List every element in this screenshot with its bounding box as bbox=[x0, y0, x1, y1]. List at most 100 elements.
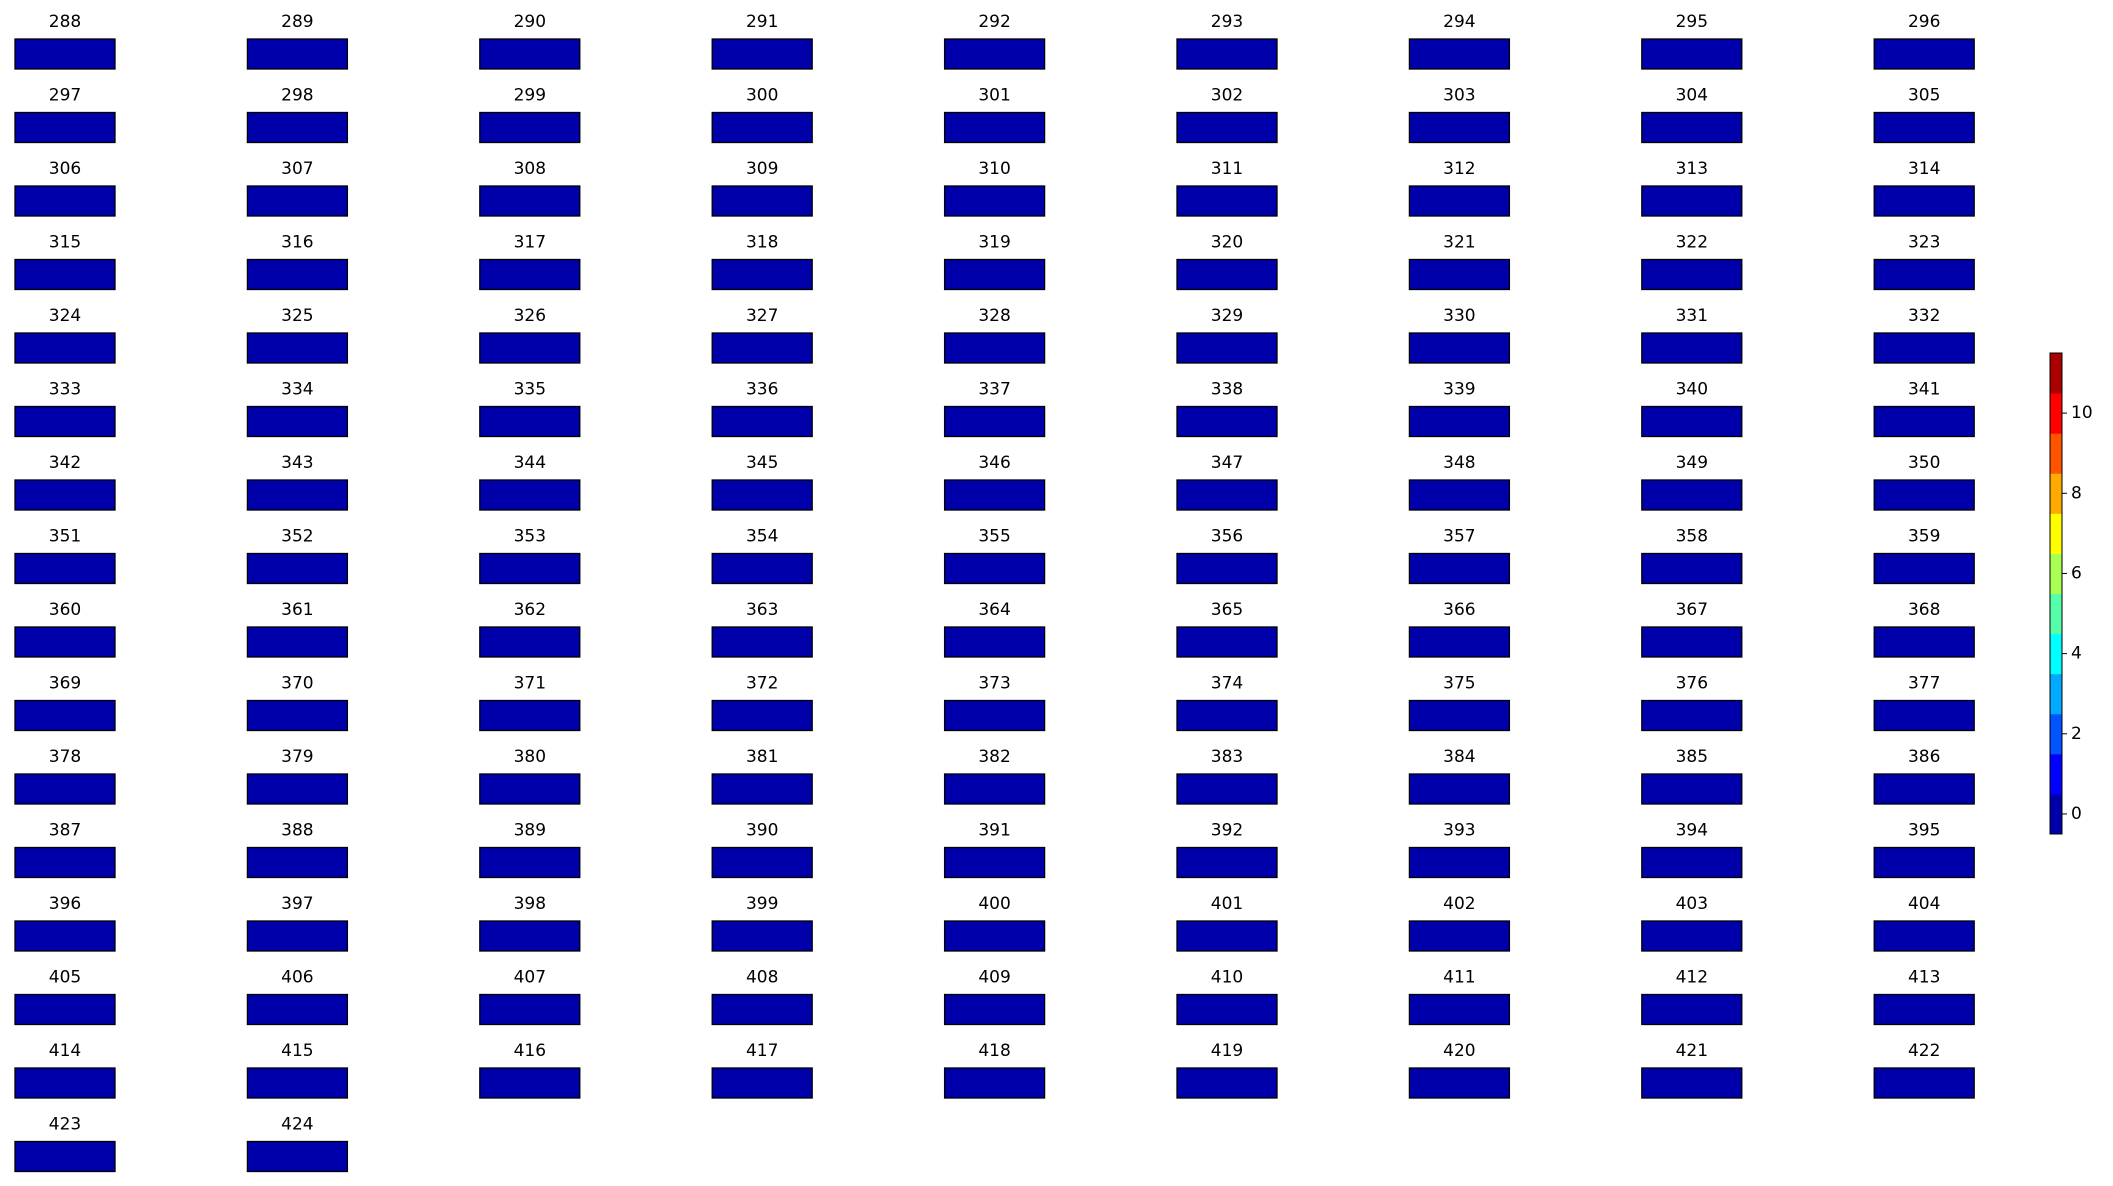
panel bbox=[1873, 626, 1975, 658]
panel-title: 357 bbox=[1443, 527, 1475, 547]
panel bbox=[479, 111, 581, 144]
panel-title: 391 bbox=[978, 821, 1010, 841]
panel bbox=[943, 479, 1046, 511]
panel bbox=[1641, 38, 1743, 70]
panel bbox=[943, 332, 1046, 364]
panel bbox=[1873, 552, 1975, 585]
panel-title: 314 bbox=[1908, 159, 1940, 179]
panel bbox=[479, 920, 581, 952]
panel-title: 297 bbox=[49, 86, 81, 106]
panel bbox=[1873, 38, 1975, 70]
colorbar-segment bbox=[2050, 433, 2062, 474]
panel bbox=[1176, 699, 1278, 732]
panel bbox=[1641, 773, 1743, 805]
panel bbox=[1873, 773, 1975, 805]
panel-title: 349 bbox=[1676, 453, 1708, 473]
panel bbox=[14, 332, 116, 364]
panel-title: 402 bbox=[1443, 894, 1475, 914]
panel-title: 348 bbox=[1443, 453, 1475, 473]
panel bbox=[14, 258, 116, 291]
panel bbox=[1176, 626, 1278, 658]
panel-title: 373 bbox=[978, 674, 1010, 694]
panel bbox=[711, 846, 813, 879]
panel bbox=[479, 332, 581, 364]
panel bbox=[479, 699, 581, 732]
panel bbox=[943, 993, 1046, 1026]
panel bbox=[1176, 479, 1278, 511]
panel-title: 345 bbox=[746, 453, 778, 473]
panel bbox=[1641, 332, 1743, 364]
panel bbox=[1641, 185, 1743, 217]
panel bbox=[1176, 846, 1278, 879]
panel-title: 288 bbox=[49, 12, 81, 32]
panel-title: 423 bbox=[49, 1115, 81, 1135]
panel-title: 387 bbox=[49, 821, 81, 841]
panel bbox=[943, 552, 1046, 585]
panel bbox=[14, 773, 116, 805]
panel bbox=[1408, 773, 1511, 805]
panel-title: 395 bbox=[1908, 821, 1940, 841]
panel bbox=[1873, 920, 1975, 952]
panel-title: 361 bbox=[281, 600, 313, 620]
panel-title: 360 bbox=[49, 600, 81, 620]
panel bbox=[1873, 111, 1975, 144]
panel-title: 372 bbox=[746, 674, 778, 694]
panel bbox=[1408, 332, 1511, 364]
panel-title: 338 bbox=[1211, 380, 1243, 400]
panel bbox=[1641, 111, 1743, 144]
panel-title: 389 bbox=[514, 821, 546, 841]
panel bbox=[1641, 1067, 1743, 1099]
panel bbox=[246, 773, 349, 805]
panel-title: 412 bbox=[1676, 968, 1708, 988]
panel bbox=[1641, 626, 1743, 658]
panel-title: 331 bbox=[1676, 306, 1708, 326]
panel-title: 318 bbox=[746, 233, 778, 253]
panel bbox=[246, 405, 349, 438]
panel bbox=[1176, 38, 1278, 70]
panel-title: 293 bbox=[1211, 12, 1243, 32]
panel-title: 416 bbox=[514, 1041, 546, 1061]
panel bbox=[711, 405, 813, 438]
panel bbox=[943, 405, 1046, 438]
panel bbox=[1176, 993, 1278, 1026]
panel-title: 380 bbox=[514, 747, 546, 767]
panel bbox=[1641, 258, 1743, 291]
colorbar-segment bbox=[2050, 513, 2062, 554]
panel-title: 332 bbox=[1908, 306, 1940, 326]
panel bbox=[1408, 111, 1511, 144]
panel bbox=[943, 920, 1046, 952]
panel bbox=[479, 38, 581, 70]
panel bbox=[1408, 185, 1511, 217]
panel-title: 413 bbox=[1908, 968, 1940, 988]
panel-title: 414 bbox=[49, 1041, 81, 1061]
panel bbox=[1408, 405, 1511, 438]
panel bbox=[14, 185, 116, 217]
panel bbox=[246, 258, 349, 291]
panel-title: 374 bbox=[1211, 674, 1243, 694]
panel bbox=[1408, 699, 1511, 732]
panel bbox=[246, 846, 349, 879]
panel-title: 334 bbox=[281, 380, 313, 400]
panel-title: 415 bbox=[281, 1041, 313, 1061]
panel bbox=[14, 1067, 116, 1099]
colorbar-tick-label: 0 bbox=[2071, 804, 2082, 824]
panel bbox=[943, 185, 1046, 217]
panel bbox=[479, 405, 581, 438]
panel-title: 383 bbox=[1211, 747, 1243, 767]
panel-title: 311 bbox=[1211, 159, 1243, 179]
panel-title: 298 bbox=[281, 86, 313, 106]
panel-title: 306 bbox=[49, 159, 81, 179]
panel-title: 322 bbox=[1676, 233, 1708, 253]
panel-title: 350 bbox=[1908, 453, 1940, 473]
panel-title: 369 bbox=[49, 674, 81, 694]
panel bbox=[711, 1067, 813, 1099]
panel bbox=[1176, 185, 1278, 217]
panel bbox=[246, 699, 349, 732]
panel bbox=[1176, 920, 1278, 952]
panel-title: 341 bbox=[1908, 380, 1940, 400]
panel bbox=[14, 479, 116, 511]
panel-title: 346 bbox=[978, 453, 1010, 473]
panel-title: 367 bbox=[1676, 600, 1708, 620]
